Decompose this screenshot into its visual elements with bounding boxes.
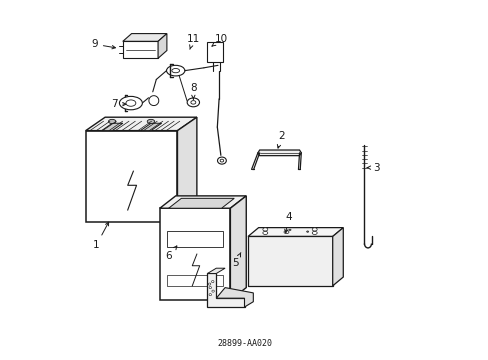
- Ellipse shape: [208, 283, 210, 285]
- Text: 10: 10: [212, 34, 228, 46]
- Ellipse shape: [284, 230, 288, 234]
- Text: 6: 6: [165, 246, 177, 261]
- Ellipse shape: [147, 120, 154, 123]
- Ellipse shape: [208, 287, 211, 289]
- Polygon shape: [207, 268, 224, 274]
- Ellipse shape: [166, 66, 184, 76]
- Ellipse shape: [217, 157, 226, 164]
- Ellipse shape: [263, 231, 267, 234]
- Bar: [85, 131, 177, 222]
- Ellipse shape: [108, 120, 116, 123]
- Polygon shape: [160, 196, 246, 208]
- Ellipse shape: [208, 294, 211, 296]
- Ellipse shape: [119, 96, 142, 110]
- Text: 28899-AA020: 28899-AA020: [217, 338, 271, 348]
- Polygon shape: [85, 117, 197, 131]
- Text: 3: 3: [366, 163, 379, 173]
- Bar: [207, 42, 223, 62]
- Ellipse shape: [288, 229, 290, 230]
- Polygon shape: [140, 123, 162, 131]
- Ellipse shape: [190, 100, 195, 104]
- Text: 9: 9: [91, 39, 115, 49]
- Text: 8: 8: [190, 83, 196, 99]
- Bar: [160, 208, 230, 300]
- Polygon shape: [168, 198, 234, 208]
- Ellipse shape: [211, 280, 214, 283]
- Polygon shape: [122, 33, 166, 41]
- Text: 1: 1: [93, 222, 108, 250]
- Ellipse shape: [220, 159, 223, 162]
- Text: 4: 4: [284, 212, 291, 233]
- Polygon shape: [158, 33, 166, 58]
- Ellipse shape: [306, 231, 308, 232]
- Polygon shape: [207, 274, 244, 307]
- Bar: [166, 231, 223, 247]
- Text: 2: 2: [277, 131, 285, 148]
- Ellipse shape: [187, 98, 199, 107]
- Polygon shape: [230, 196, 246, 300]
- Polygon shape: [257, 150, 301, 156]
- Polygon shape: [247, 228, 343, 237]
- Text: 5: 5: [232, 253, 240, 268]
- Bar: [122, 41, 158, 58]
- Bar: [166, 275, 223, 286]
- Polygon shape: [102, 123, 122, 131]
- Ellipse shape: [126, 100, 136, 106]
- Polygon shape: [332, 228, 343, 286]
- Ellipse shape: [263, 228, 267, 231]
- Ellipse shape: [312, 231, 317, 234]
- Bar: [247, 237, 332, 286]
- Ellipse shape: [171, 68, 179, 73]
- Polygon shape: [216, 288, 253, 307]
- Ellipse shape: [312, 228, 317, 231]
- Text: 7: 7: [110, 99, 126, 109]
- Polygon shape: [177, 117, 197, 222]
- Text: 11: 11: [186, 34, 200, 49]
- Ellipse shape: [211, 290, 214, 292]
